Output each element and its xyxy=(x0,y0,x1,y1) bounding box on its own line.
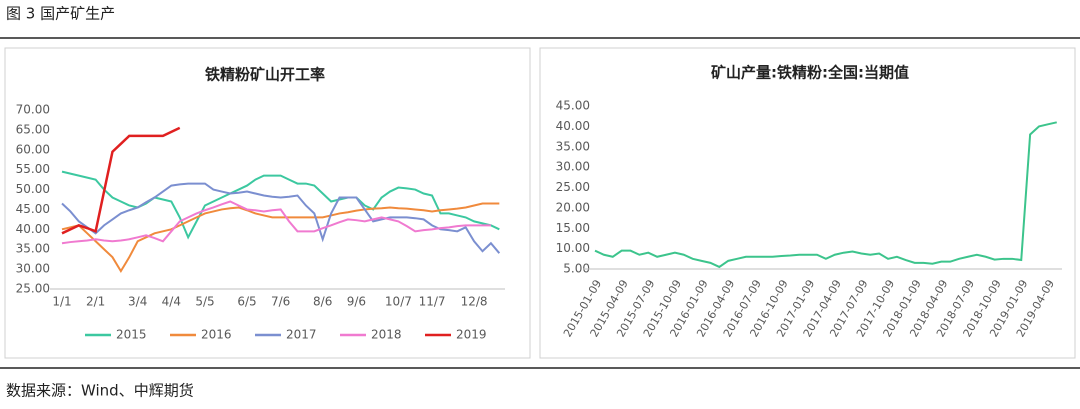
y-tick-label: 20.00 xyxy=(556,200,590,214)
chart-title: 矿山产量:铁精粉:全国:当期值 xyxy=(711,64,909,82)
figure-title: 图 3 国产矿生产 xyxy=(6,5,115,23)
y-tick-label: 25.00 xyxy=(16,282,50,296)
panel xyxy=(4,47,531,359)
x-tick-label: 6/5 xyxy=(237,295,256,309)
y-tick-label: 10.00 xyxy=(556,241,590,255)
y-tick-label: 35.00 xyxy=(16,242,50,256)
source-note: 数据来源：Wind、中辉期货 xyxy=(6,382,194,400)
y-tick-label: 50.00 xyxy=(16,182,50,196)
y-tick-label: 55.00 xyxy=(16,162,50,176)
series-line xyxy=(61,202,500,274)
x-tick-label: 3/4 xyxy=(128,295,147,309)
x-tick-label: 7/6 xyxy=(271,295,290,309)
legend-label: 2017 xyxy=(286,328,317,342)
legend-label: 2019 xyxy=(456,328,487,342)
legend-label: 2015 xyxy=(116,328,147,342)
series-line xyxy=(61,126,181,235)
y-tick-label: 40.00 xyxy=(556,119,590,133)
x-tick-label: 5/5 xyxy=(195,295,214,309)
y-tick-label: 70.00 xyxy=(16,103,50,117)
x-tick-label: 9/6 xyxy=(347,295,366,309)
y-tick-label: 5.00 xyxy=(563,262,590,276)
y-tick-label: 15.00 xyxy=(556,221,590,235)
y-tick-label: 30.00 xyxy=(556,160,590,174)
x-tick-label: 2/1 xyxy=(86,295,105,309)
series-line xyxy=(61,170,500,240)
y-tick-label: 60.00 xyxy=(16,142,50,156)
panel xyxy=(539,47,1076,359)
x-tick-label: 1/1 xyxy=(52,295,71,309)
series-line xyxy=(61,182,501,254)
y-tick-label: 25.00 xyxy=(556,180,590,194)
series-line xyxy=(594,121,1057,269)
x-tick-label: 10/7 xyxy=(385,295,412,309)
y-tick-label: 45.00 xyxy=(556,99,590,113)
legend-label: 2016 xyxy=(201,328,232,342)
y-tick-label: 30.00 xyxy=(16,262,50,276)
x-tick-label: 12/8 xyxy=(461,295,488,309)
y-tick-label: 35.00 xyxy=(556,139,590,153)
x-tick-label: 11/7 xyxy=(419,295,446,309)
y-tick-label: 45.00 xyxy=(16,202,50,216)
y-tick-label: 40.00 xyxy=(16,222,50,236)
chart-title: 铁精粉矿山开工率 xyxy=(205,66,325,84)
x-tick-label: 4/4 xyxy=(162,295,181,309)
legend-label: 2018 xyxy=(371,328,402,342)
y-tick-label: 65.00 xyxy=(16,122,50,136)
x-tick-label: 8/6 xyxy=(313,295,332,309)
series-line xyxy=(61,200,491,245)
